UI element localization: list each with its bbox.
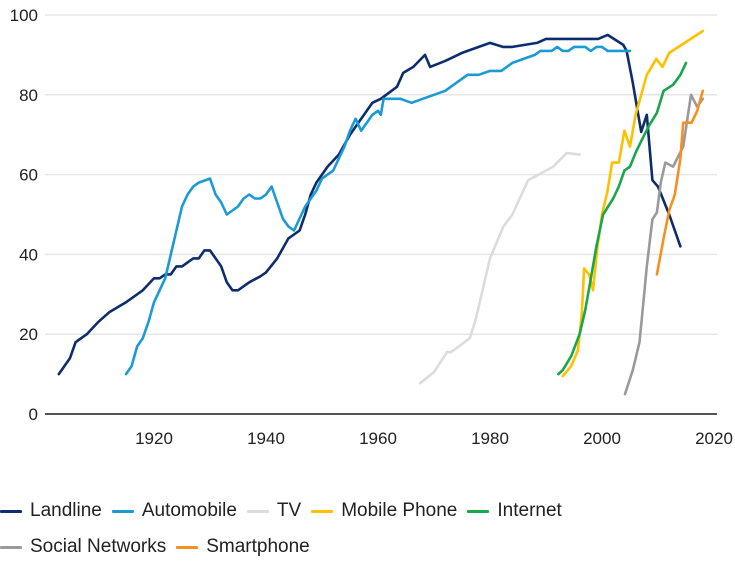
gridlines [45,14,717,335]
legend-item-tv: TV [246,499,302,523]
series-line-internet [556,61,688,376]
x-tick-label: 1920 [135,429,173,448]
series-line-automobile [124,45,632,376]
legend-swatch [0,509,22,513]
legend-item-social-networks: Social Networks [0,535,166,559]
legend-label: Automobile [141,500,237,521]
legend-item-internet: Internet [467,499,562,523]
x-tick-label: 1960 [359,429,397,448]
legend-label: Mobile Phone [341,500,458,521]
y-axis-ticks: 0 20 40 60 80 100 [10,6,38,424]
legend-swatch [176,545,199,549]
series-line-landline [57,33,682,376]
legend-label: Internet [497,500,562,521]
legend-swatch [467,509,490,513]
legend: Landline Automobile TV Mobile Phone Internet… [0,499,660,559]
y-tick-label: 40 [19,245,38,264]
legend-label: Landline [30,500,102,521]
legend-swatch [311,509,334,513]
y-tick-label: 80 [19,86,38,105]
legend-label: Smartphone [206,536,310,557]
series-line-social-networks [623,93,705,396]
x-tick-label: 2000 [583,429,621,448]
legend-label: TV [276,500,302,521]
x-tick-label: 1940 [247,429,285,448]
legend-item-smartphone: Smartphone [176,535,310,559]
legend-swatch [111,509,134,513]
series-lines [57,29,705,396]
series-line-mobile-phone [561,29,705,378]
legend-label: Social Networks [30,536,167,557]
legend-item-landline: Landline [0,499,102,523]
y-tick-label: 20 [19,325,38,344]
y-tick-label: 60 [19,166,38,185]
x-axis-ticks: 1920 1940 1960 1980 2000 2020 [135,429,733,448]
y-tick-label: 100 [10,6,38,25]
series-line-tv [418,151,581,385]
series-line-smartphone [655,89,705,276]
legend-swatch [0,545,22,549]
y-tick-label: 0 [29,405,38,424]
legend-item-mobile-phone: Mobile Phone [311,499,457,523]
legend-item-automobile: Automobile [111,499,237,523]
legend-swatch [246,509,269,513]
x-tick-label: 2020 [695,429,733,448]
x-tick-label: 1980 [471,429,509,448]
